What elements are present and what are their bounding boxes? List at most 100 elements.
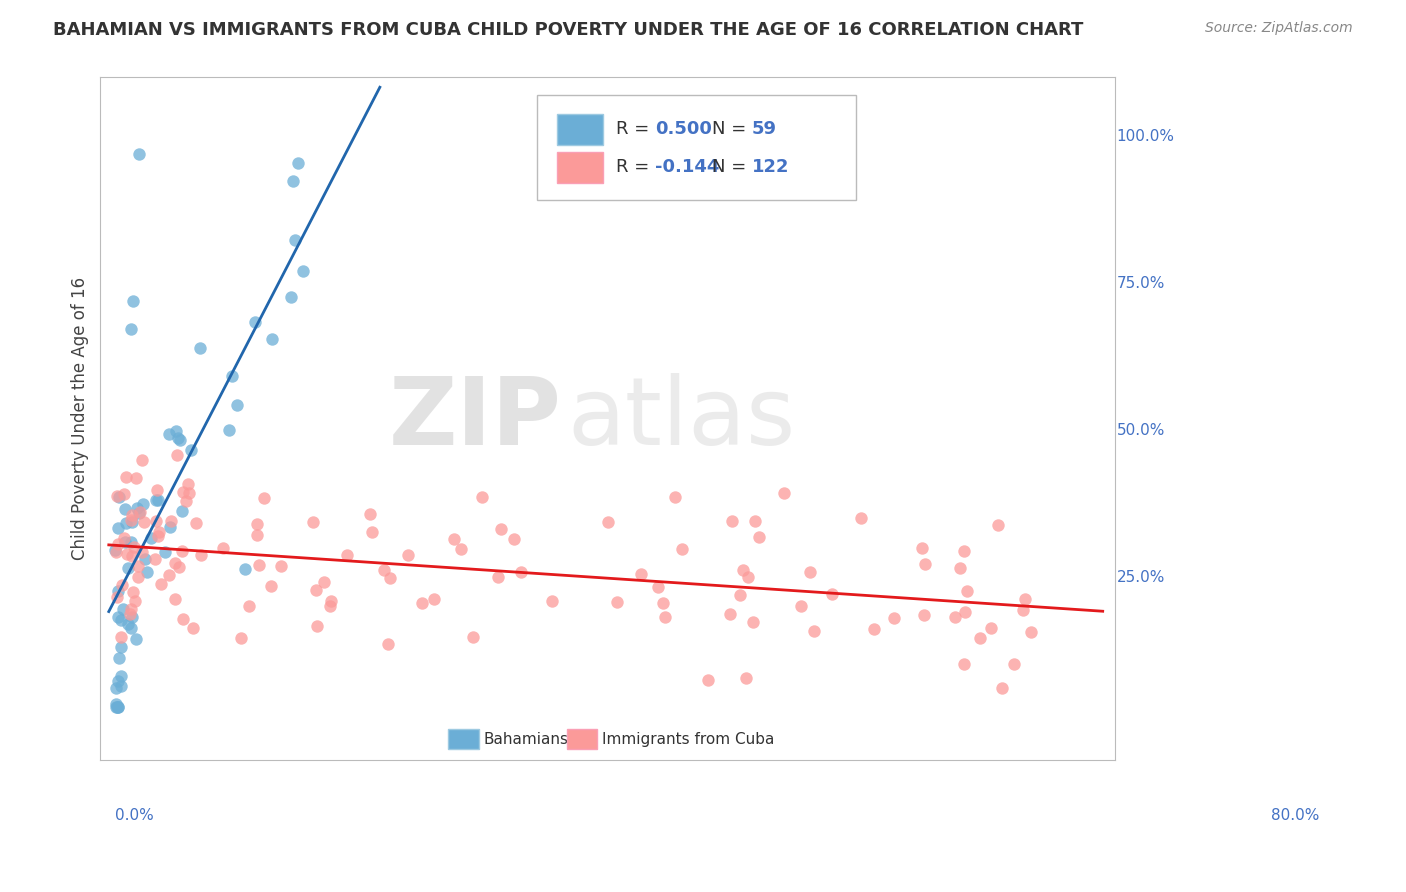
Point <box>108 490 131 504</box>
Point <box>225 398 247 412</box>
Point <box>744 515 766 529</box>
Point <box>630 567 652 582</box>
Point <box>718 607 741 621</box>
Point <box>489 522 512 536</box>
Point <box>301 515 323 529</box>
Point <box>721 514 744 528</box>
Point <box>105 700 128 714</box>
Point <box>148 524 170 539</box>
Point <box>654 609 676 624</box>
Point <box>110 613 132 627</box>
Point <box>120 322 142 336</box>
Point <box>125 500 148 515</box>
Point <box>914 557 936 571</box>
Point <box>911 541 934 555</box>
Point <box>246 528 269 542</box>
Point <box>287 156 309 170</box>
Point <box>114 501 136 516</box>
Point <box>127 570 149 584</box>
Point <box>107 700 129 714</box>
Point <box>112 531 135 545</box>
Point <box>107 673 129 688</box>
Point <box>231 632 253 646</box>
Point <box>145 492 167 507</box>
Point <box>186 516 208 531</box>
Point <box>284 233 307 247</box>
Point <box>114 534 136 549</box>
Point <box>170 544 193 558</box>
Point <box>121 609 143 624</box>
Text: 0.0%: 0.0% <box>115 808 153 823</box>
Text: Bahamians: Bahamians <box>484 731 569 747</box>
Text: 0.500: 0.500 <box>655 120 711 137</box>
Point <box>107 700 129 714</box>
FancyBboxPatch shape <box>567 729 598 749</box>
Point <box>471 491 494 505</box>
FancyBboxPatch shape <box>557 113 603 145</box>
Point <box>238 599 260 614</box>
Point <box>336 548 359 562</box>
Point <box>953 657 976 671</box>
Text: N =: N = <box>711 158 752 176</box>
Point <box>509 565 531 579</box>
Point <box>146 483 169 497</box>
Point <box>136 565 159 579</box>
Point <box>146 528 169 542</box>
Point <box>120 513 142 527</box>
Point <box>134 516 156 530</box>
Point <box>411 596 433 610</box>
Point <box>912 608 935 623</box>
Point <box>107 610 129 624</box>
Point <box>450 541 472 556</box>
Point <box>731 563 754 577</box>
Point <box>319 594 342 608</box>
Point <box>165 556 187 570</box>
Text: 59: 59 <box>752 120 776 137</box>
Point <box>664 490 686 504</box>
Point <box>117 617 139 632</box>
Point <box>177 486 200 500</box>
Point <box>127 559 149 574</box>
Point <box>863 622 886 636</box>
Text: N =: N = <box>711 120 752 137</box>
Point <box>122 294 145 309</box>
FancyBboxPatch shape <box>537 95 856 201</box>
Point <box>849 511 872 525</box>
Point <box>361 525 384 540</box>
Point <box>115 469 138 483</box>
Point <box>131 497 153 511</box>
Point <box>953 544 976 558</box>
Point <box>291 264 314 278</box>
Text: ZIP: ZIP <box>389 373 562 465</box>
Point <box>697 673 720 688</box>
Point <box>598 515 620 529</box>
Point <box>270 559 292 574</box>
Point <box>373 563 395 577</box>
Point <box>172 612 194 626</box>
Point <box>112 601 135 615</box>
Point <box>124 632 146 646</box>
Point <box>120 607 142 622</box>
Point <box>117 548 139 562</box>
Point <box>108 651 131 665</box>
Point <box>104 697 127 711</box>
Text: Source: ZipAtlas.com: Source: ZipAtlas.com <box>1205 21 1353 36</box>
Point <box>262 332 284 346</box>
Point <box>107 584 129 599</box>
Point <box>247 558 270 572</box>
Point <box>107 521 129 535</box>
Point <box>124 540 146 554</box>
Point <box>157 568 180 582</box>
Point <box>647 580 669 594</box>
Point <box>396 548 419 562</box>
Point <box>980 621 1002 635</box>
Point <box>735 671 758 685</box>
Point <box>423 592 446 607</box>
Point <box>165 424 187 438</box>
Point <box>121 585 143 599</box>
Point <box>280 290 302 304</box>
Point <box>105 590 128 604</box>
FancyBboxPatch shape <box>449 729 478 749</box>
Point <box>359 507 381 521</box>
Point <box>820 587 842 601</box>
